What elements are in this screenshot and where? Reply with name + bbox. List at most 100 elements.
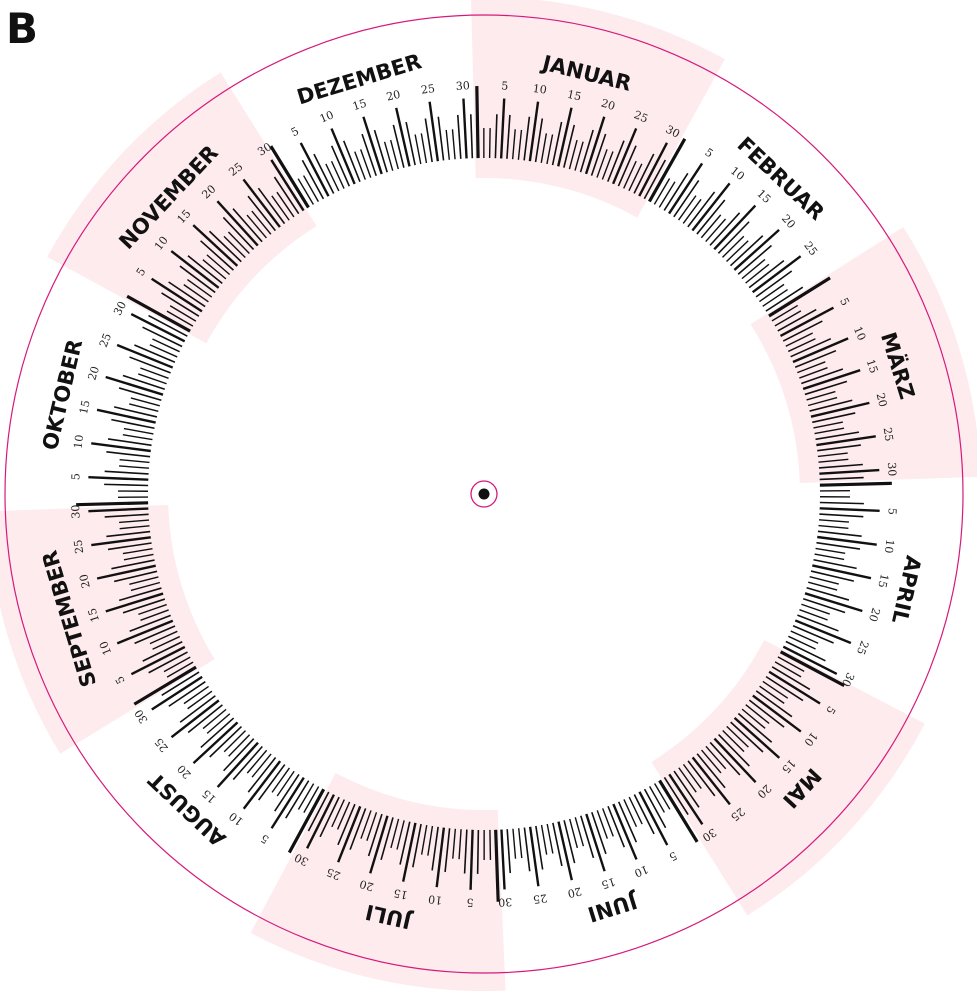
day-tick: [271, 767, 291, 793]
day-tick: [209, 725, 243, 758]
day-tick: [523, 116, 531, 161]
day-tick: [607, 140, 625, 182]
day-tick: [499, 98, 506, 159]
day-tick: [313, 153, 335, 194]
day-tick: [401, 822, 417, 882]
day-tick: [297, 178, 314, 205]
day-tick: [88, 507, 149, 513]
day-tick: [748, 259, 785, 289]
day-tick: [819, 481, 892, 487]
day-tick: [104, 470, 149, 475]
day-tick: [802, 369, 861, 391]
day-tick: [192, 721, 239, 764]
day-tick: [722, 729, 745, 753]
day-tick: [269, 145, 310, 209]
day-tick: [596, 810, 609, 839]
day-tick: [331, 799, 345, 828]
day-tick: [325, 163, 340, 192]
day-tick: [475, 86, 480, 159]
day-tick: [424, 118, 433, 163]
day-tick: [337, 803, 356, 846]
day-tick: [183, 284, 209, 303]
day-tick: [540, 824, 548, 855]
day-label: 20: [866, 606, 883, 623]
day-tick: [469, 114, 474, 159]
day-tick: [696, 753, 726, 789]
day-tick: [142, 641, 183, 662]
day-tick: [414, 134, 422, 165]
day-tick: [129, 356, 171, 374]
day-tick: [673, 180, 700, 218]
day-tick: [790, 630, 819, 644]
day-label: 25: [532, 891, 548, 906]
day-tick: [701, 749, 722, 774]
day-tick: [111, 559, 155, 570]
day-tick: [765, 286, 804, 312]
day-tick: [130, 645, 186, 676]
day-tick: [126, 294, 191, 333]
day-tick: [452, 828, 457, 859]
day-tick: [301, 159, 325, 200]
day-tick: [691, 182, 731, 232]
day-tick: [270, 159, 305, 212]
day-tick: [745, 263, 770, 284]
day-tick: [741, 258, 766, 280]
day-tick: [273, 176, 300, 215]
day-tick: [700, 214, 722, 239]
day-tick: [399, 821, 411, 865]
day-tick: [638, 791, 669, 846]
day-label: 20: [599, 96, 616, 113]
day-tick: [330, 145, 351, 187]
day-tick: [673, 770, 700, 808]
day-tick: [649, 785, 666, 813]
day-tick: [653, 178, 671, 205]
day-tick: [540, 133, 548, 164]
day-tick: [270, 776, 305, 829]
day-tick: [367, 813, 383, 857]
day-tick: [247, 195, 276, 232]
day-tick: [819, 501, 864, 505]
day-tick: [380, 817, 394, 861]
month-label: JUNI: [585, 888, 642, 926]
day-tick: [813, 421, 843, 429]
day-tick: [809, 575, 839, 585]
day-tick: [785, 332, 814, 347]
day-tick: [123, 427, 154, 435]
day-tick: [138, 603, 167, 616]
day-tick: [427, 825, 434, 856]
day-tick: [557, 107, 573, 167]
day-tick: [741, 708, 766, 729]
day-tick: [389, 139, 399, 170]
day-tick: [705, 218, 727, 242]
day-label: 20: [566, 884, 583, 900]
day-tick: [114, 570, 158, 583]
day-tick: [187, 278, 213, 298]
day-tick: [623, 160, 637, 189]
day-tick: [161, 292, 200, 317]
day-label: 15: [864, 358, 881, 375]
day-tick: [765, 675, 804, 702]
day-tick: [792, 337, 849, 364]
day-tick: [349, 808, 367, 850]
day-tick: [222, 216, 255, 251]
day-label: 10: [72, 434, 87, 450]
day-tick: [563, 124, 576, 168]
month-band-8: [0, 504, 215, 754]
day-tick: [307, 791, 330, 832]
day-tick: [257, 187, 286, 225]
day-tick: [303, 786, 320, 813]
day-tick: [759, 283, 785, 303]
day-tick: [574, 141, 584, 171]
day-tick: [276, 191, 295, 218]
day-tick: [152, 635, 181, 650]
day-tick: [412, 823, 422, 868]
day-tick: [251, 753, 272, 778]
day-tick: [808, 581, 838, 591]
day-tick: [494, 829, 500, 902]
day-tick: [299, 142, 330, 197]
day-label: 10: [882, 539, 897, 555]
day-tick: [456, 114, 462, 159]
day-tick: [819, 507, 880, 513]
day-tick: [779, 306, 835, 338]
